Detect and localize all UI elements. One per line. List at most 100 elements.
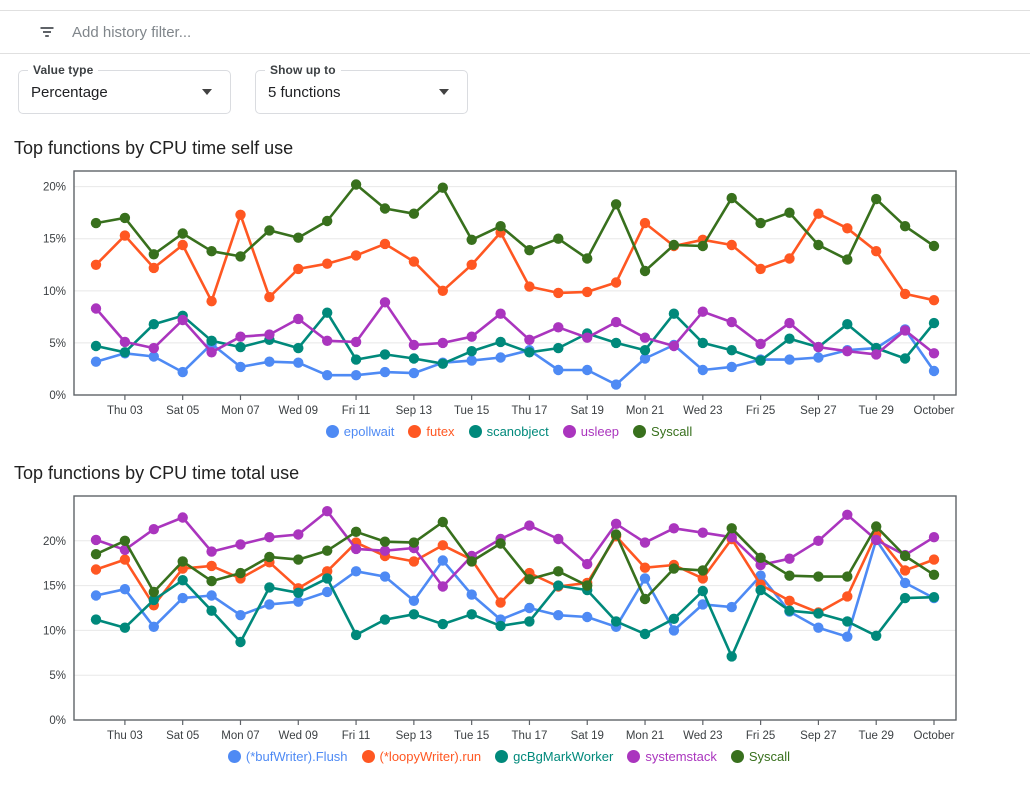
line-chart-canvas[interactable]: 0% 5% 10% 15% 20% Thu 03 Sat 05 Mon 07 Wed 09 Fri… (14, 490, 1004, 742)
data-point (784, 253, 795, 264)
data-point (437, 540, 448, 551)
data-point (90, 564, 102, 575)
data-point (466, 259, 477, 270)
data-point (293, 554, 304, 565)
data-point (842, 571, 853, 582)
data-point (235, 341, 246, 353)
data-point (639, 332, 651, 343)
data-point (264, 291, 275, 303)
history-filter-input[interactable] (72, 23, 672, 41)
data-point (206, 590, 217, 601)
data-point (639, 217, 651, 229)
data-point (899, 550, 911, 562)
y-tick-label: 20% (43, 536, 66, 548)
data-point (235, 610, 246, 621)
data-point (206, 605, 217, 616)
data-point (379, 545, 391, 556)
data-point (871, 521, 882, 532)
data-point (148, 249, 159, 260)
legend-label: usleep (580, 424, 620, 439)
data-point (899, 288, 911, 300)
data-point (553, 610, 564, 621)
cpu-total-use-chart[interactable]: 0% 5% 10% 15% 20% Thu 03 Sat 05 Mon 07 Wed 09 Fri… (14, 490, 1030, 747)
data-point (466, 556, 477, 567)
series-line (95, 212, 935, 303)
data-point (582, 580, 593, 591)
show-up-to-select[interactable]: Show up to 5 functions (255, 63, 468, 114)
data-point (697, 240, 708, 252)
data-point (322, 307, 333, 318)
data-point (206, 560, 217, 572)
data-point (755, 338, 766, 350)
data-point (235, 539, 246, 550)
x-tick-label: Wed 23 (683, 405, 722, 417)
data-point (350, 629, 362, 641)
y-tick-label: 5% (49, 670, 66, 682)
data-point (928, 295, 940, 306)
data-point (524, 520, 535, 531)
data-point (350, 526, 362, 537)
data-point (784, 605, 795, 616)
data-point (206, 546, 217, 557)
data-point (379, 571, 391, 582)
x-tick-label: Sat 19 (571, 405, 604, 417)
series-line (95, 577, 935, 658)
data-point (697, 599, 708, 610)
legend-label: (*loopyWriter).run (379, 749, 482, 764)
data-point (842, 509, 853, 520)
legend-label: Syscall (748, 749, 791, 764)
data-point (408, 339, 420, 351)
y-tick-label: 10% (43, 625, 66, 637)
data-point (466, 331, 477, 342)
data-point (350, 179, 362, 190)
data-point (610, 316, 622, 328)
data-point (697, 585, 708, 597)
data-point (813, 571, 824, 582)
data-point (264, 551, 275, 563)
x-tick-label: Sep 13 (396, 730, 432, 742)
data-point (726, 192, 737, 204)
data-point (495, 597, 506, 608)
data-point (119, 230, 131, 241)
x-tick-label: Sep 27 (800, 730, 836, 742)
data-point (264, 532, 275, 543)
data-point (784, 553, 795, 564)
data-point (928, 592, 940, 603)
data-point (524, 602, 535, 614)
data-point (379, 536, 391, 547)
line-chart-canvas[interactable]: 0% 5% 10% 15% 20% Thu 03 Sat 05 Mon 07 Wed 09 Fri… (14, 165, 1004, 417)
x-tick-label: Sat 05 (166, 405, 199, 417)
value-type-value: Percentage (31, 83, 108, 101)
data-point (495, 538, 506, 549)
data-point (610, 199, 622, 210)
chart-title-total-use: Top functions by CPU time total use (14, 463, 300, 483)
data-point (408, 537, 420, 548)
data-point (813, 608, 824, 619)
data-point (842, 631, 853, 642)
data-point (350, 250, 362, 261)
data-point (899, 353, 911, 364)
data-point (871, 534, 882, 546)
data-point (755, 552, 766, 563)
value-type-select[interactable]: Value type Percentage (18, 63, 231, 114)
data-point (148, 524, 159, 535)
data-point (899, 325, 911, 336)
data-point (350, 566, 362, 577)
data-point (697, 565, 708, 576)
data-point (610, 277, 622, 288)
legend-marker-icon (468, 425, 482, 438)
data-point (264, 329, 275, 340)
legend-marker-icon (562, 425, 576, 438)
legend-marker-icon (408, 425, 422, 438)
cpu-self-use-chart[interactable]: 0% 5% 10% 15% 20% Thu 03 Sat 05 Mon 07 Wed 09 Fri… (14, 165, 1030, 422)
x-tick-label: Fri 11 (342, 730, 371, 742)
x-tick-label: Tue 29 (859, 730, 894, 742)
data-point (437, 516, 448, 528)
show-up-to-value: 5 functions (268, 83, 341, 101)
y-tick-label: 5% (49, 338, 66, 350)
data-point (726, 651, 737, 662)
x-tick-label: Fri 25 (746, 730, 775, 742)
x-tick-label: Thu 03 (107, 405, 143, 417)
data-point (90, 340, 102, 352)
data-point (899, 565, 911, 576)
